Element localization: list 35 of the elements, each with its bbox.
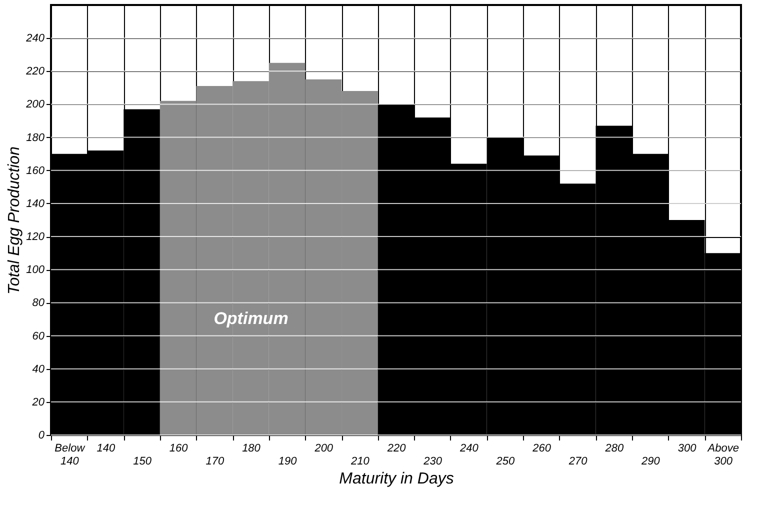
x-tick-label: 250 <box>495 456 516 468</box>
x-tick-label: 280 <box>604 442 624 454</box>
y-tick-label: 120 <box>26 231 46 244</box>
x-tick-label: 150 <box>133 456 152 468</box>
y-tick-label: 140 <box>26 198 46 210</box>
y-tick-label: 60 <box>32 330 46 342</box>
x-tick-label: 140 <box>96 442 116 454</box>
y-tick-label: 40 <box>32 363 46 376</box>
y-tick-label: 240 <box>25 32 46 45</box>
x-tick-label: 260 <box>532 442 552 454</box>
y-tick-label: 20 <box>31 396 46 408</box>
annotation: Optimum <box>214 309 288 328</box>
y-tick-label: 200 <box>25 98 46 111</box>
x-tick-label: 190 <box>278 456 298 468</box>
x-tick-label: 210 <box>350 456 370 468</box>
x-tick-label: 200 <box>314 442 334 454</box>
y-tick-label: 80 <box>32 297 46 310</box>
x-tick-label: 290 <box>640 456 661 468</box>
x-tick-label: 240 <box>458 442 480 454</box>
y-tick-label: 0 <box>38 430 46 442</box>
x-axis-title: Maturity in Days <box>339 470 454 488</box>
x-tick-label: Below 140 <box>54 442 86 468</box>
x-tick-label: Above 300 <box>706 442 739 468</box>
x-tick-label: 160 <box>169 442 189 454</box>
x-tick-label: 270 <box>568 456 588 468</box>
y-tick-label: 100 <box>26 264 46 276</box>
x-tick-label: 230 <box>422 456 443 468</box>
y-axis-title: Total Egg Production <box>6 146 24 294</box>
x-tick-label: 220 <box>386 442 407 454</box>
x-tick-label: 180 <box>242 442 262 454</box>
y-tick-label: 160 <box>26 164 46 177</box>
y-tick-label: 180 <box>26 132 46 144</box>
y-tick-label: 220 <box>25 66 46 78</box>
x-tick-label: 170 <box>206 456 225 468</box>
x-tick-label: 300 <box>678 442 698 454</box>
